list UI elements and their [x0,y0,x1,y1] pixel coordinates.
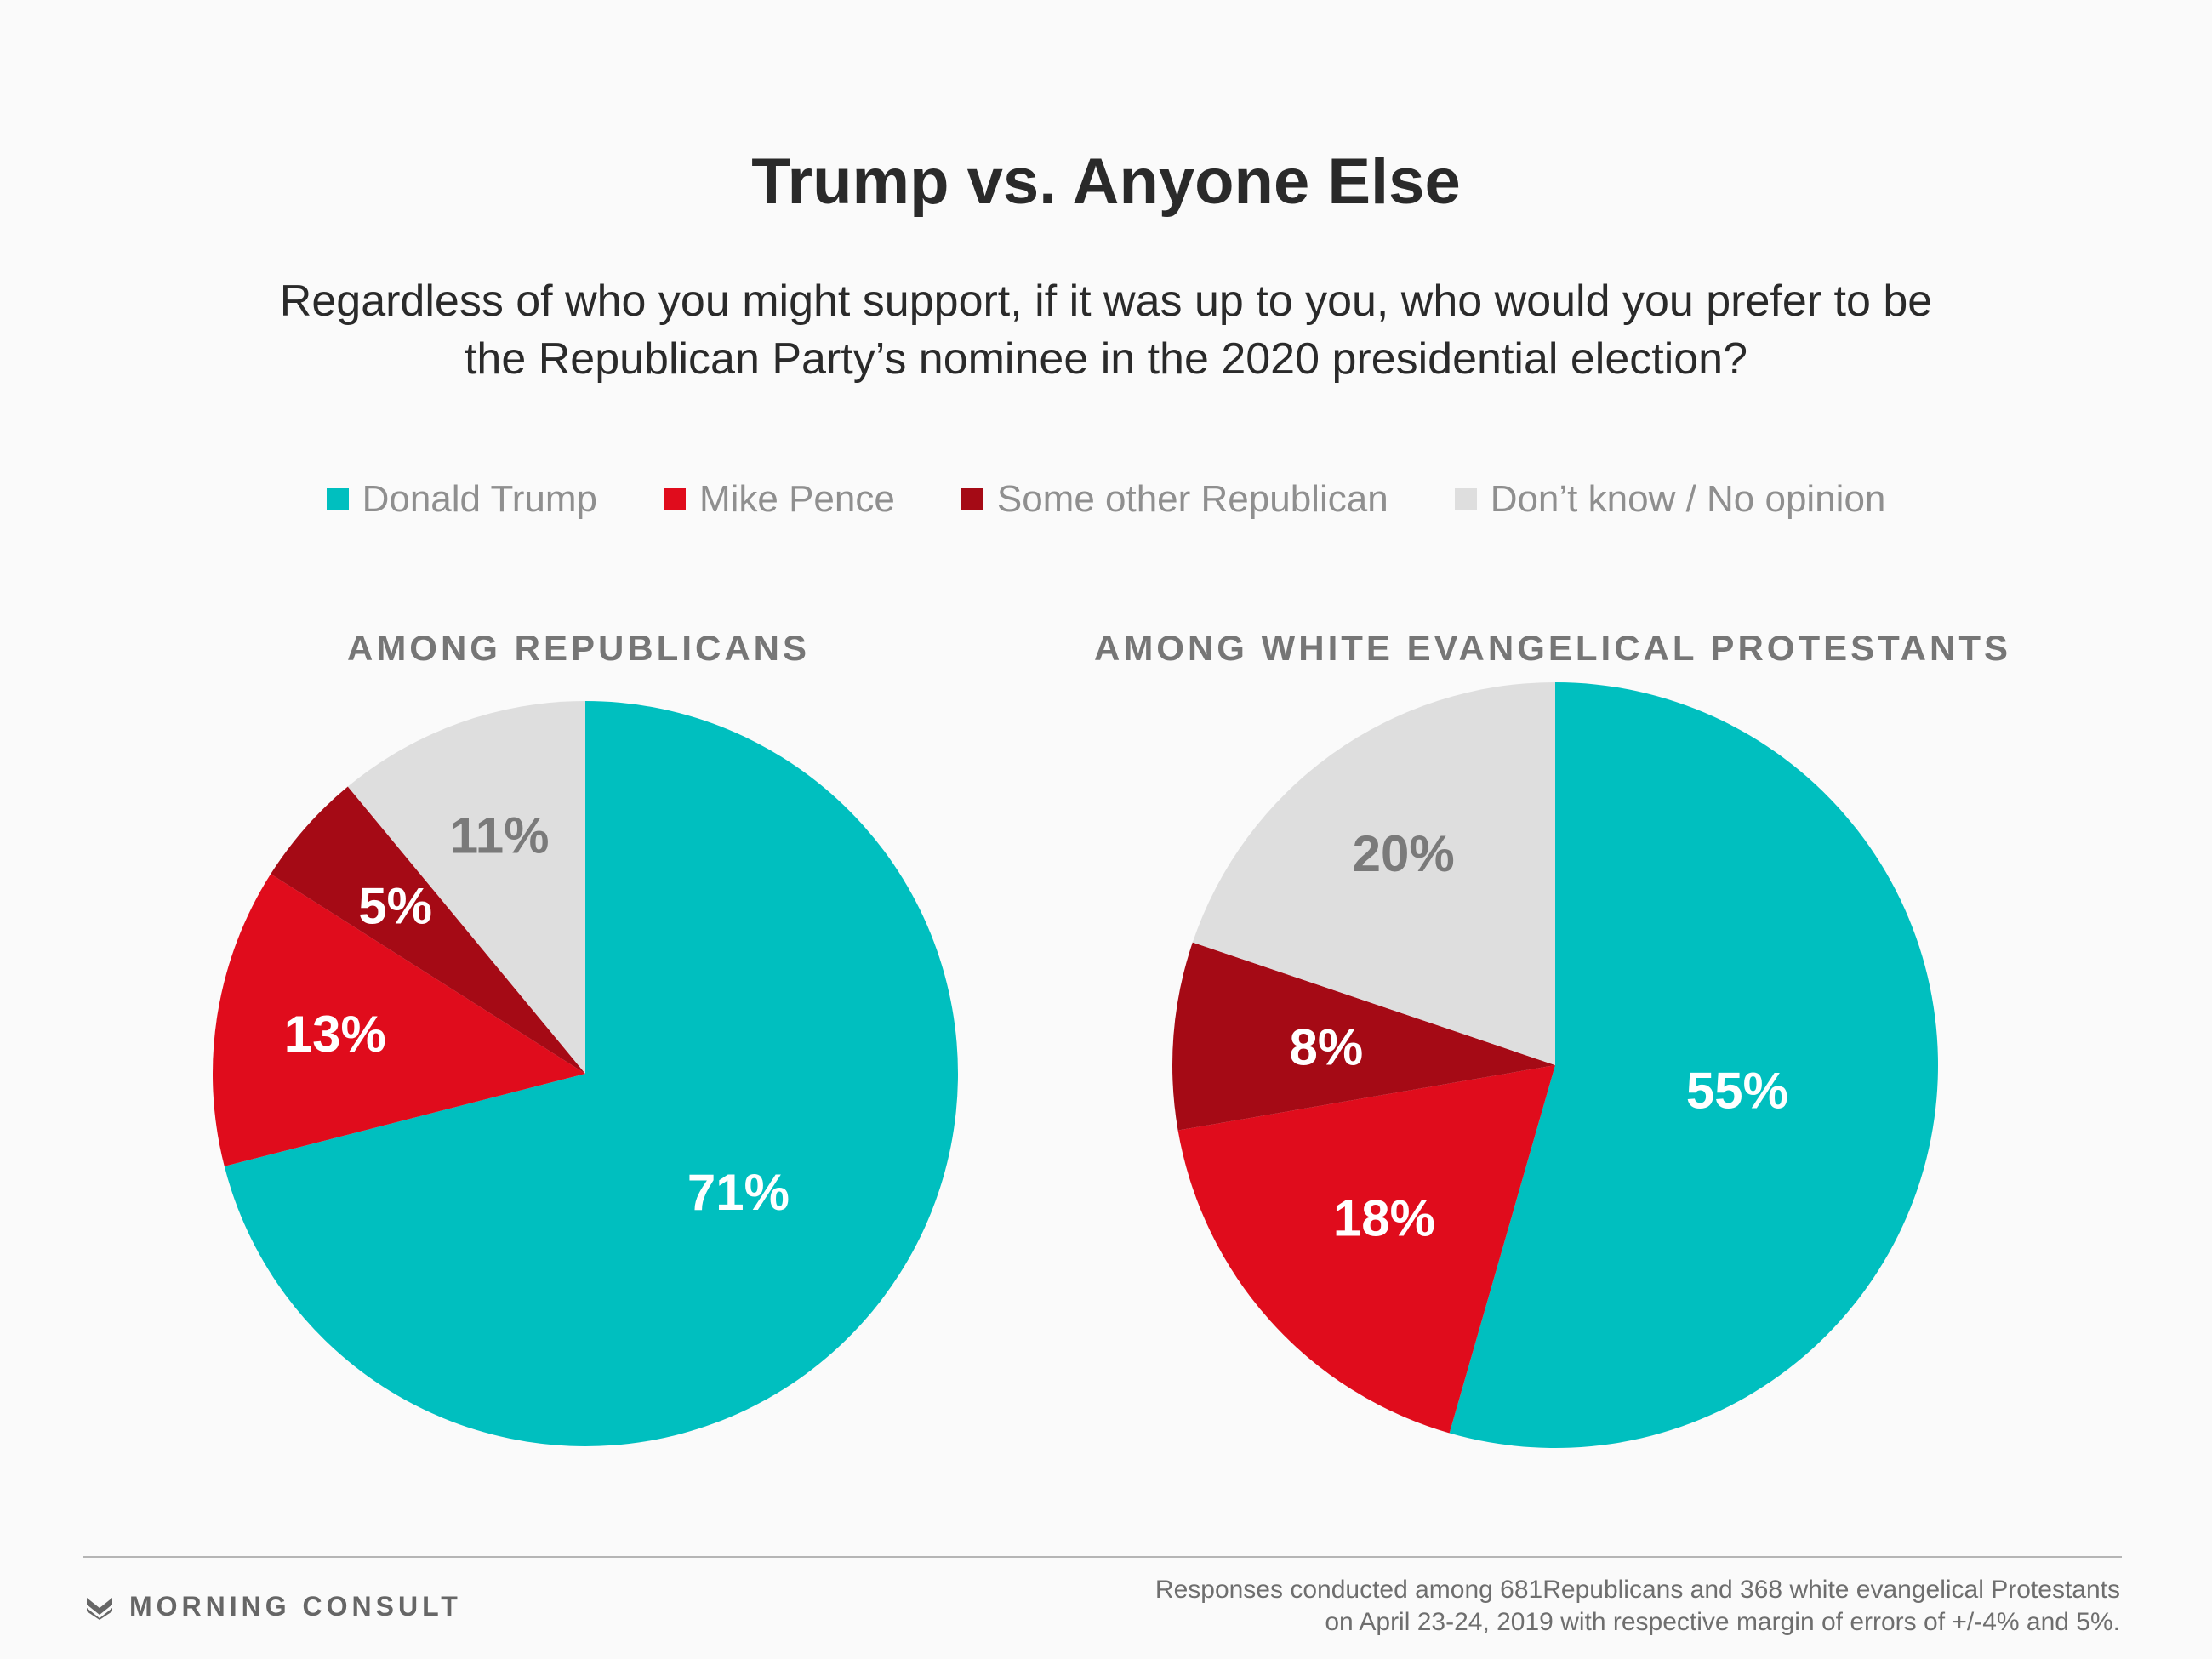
footer-divider [83,1556,2122,1558]
pie-republicans-label-mike-pence: 13% [284,1006,386,1063]
pie-white-evangelicals-slice-mike-pence [1177,1065,1555,1434]
pie-republicans-label-donald-trump: 71% [687,1164,790,1221]
chart-subtitle: Regardless of who you might support, if … [128,272,2084,388]
pie-republicans: 71% 13% 5% 11% [213,701,958,1446]
pie-republicans-label-other-republican: 5% [358,878,432,935]
pie-republicans-slice-mike-pence [213,874,585,1166]
pie-white-evangelicals-slice-donald-trump [1449,682,1938,1448]
legend-swatch-dont-know [1454,488,1477,510]
legend-item-mike-pence: Mike Pence [663,478,895,521]
subtitle-line-2: the Republican Party’s nominee in the 20… [464,334,1748,384]
legend-swatch-other-republican [961,488,983,510]
pie-white-evangelicals-label-mike-pence: 18% [1333,1190,1435,1247]
legend-item-dont-know: Don’t know / No opinion [1454,478,1886,521]
pie-republicans-slice-dont-know [347,701,585,1074]
chart-title: Trump vs. Anyone Else [751,145,1461,218]
pie-title-evangelicals: AMONG WHITE EVANGELICAL PROTESTANTS [1093,628,2011,668]
pie-republicans-slice-other-republican [271,786,585,1074]
logo-text: MORNING CONSULT [129,1591,462,1622]
legend-item-donald-trump: Donald Trump [326,478,597,521]
legend: Donald Trump Mike Pence Some other Repub… [0,478,2212,521]
source-line-1: Responses conducted among 681Republicans… [1154,1576,2120,1604]
legend-swatch-donald-trump [326,488,349,510]
pie-white-evangelicals-label-donald-trump: 55% [1686,1063,1788,1120]
source-line-2: on April 23-24, 2019 with respective mar… [1325,1608,2120,1636]
pie-republicans-label-dont-know: 11% [450,807,550,864]
pie-republicans-slice-donald-trump [224,701,958,1446]
pie-title-republicans: AMONG REPUBLICANS [346,628,810,668]
morning-consult-logo: MORNING CONSULT [85,1591,462,1622]
legend-label-dont-know: Don’t know / No opinion [1490,478,1886,520]
legend-item-other-republican: Some other Republican [961,478,1388,521]
pie-white-evangelicals-label-other-republican: 8% [1289,1019,1363,1076]
legend-label-other-republican: Some other Republican [996,478,1388,520]
morning-consult-logo-icon [87,1597,112,1620]
legend-label-donald-trump: Donald Trump [362,478,597,520]
legend-swatch-mike-pence [663,488,686,510]
source-note: Responses conducted among 681Republicans… [1014,1574,2120,1639]
pie-white-evangelicals-label-dont-know: 20% [1353,825,1455,882]
pie-white-evangelicals-slice-other-republican [1172,942,1555,1131]
pie-white-evangelicals: 55% 18% 8% 20% [1172,682,1938,1448]
subtitle-line-1: Regardless of who you might support, if … [279,276,1933,326]
pie-white-evangelicals-slice-dont-know [1192,682,1555,1065]
legend-label-mike-pence: Mike Pence [698,478,895,520]
